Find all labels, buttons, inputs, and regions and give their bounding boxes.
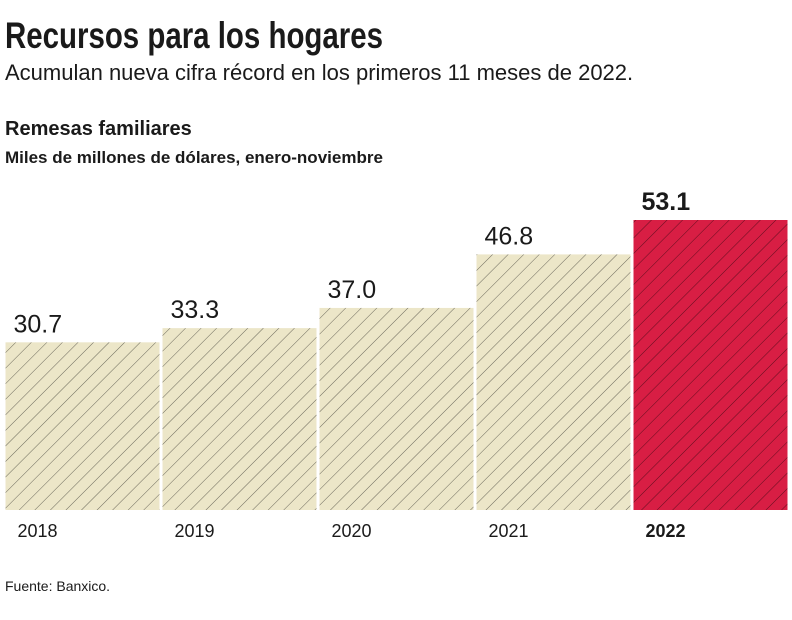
- subtitle: Acumulan nueva cifra récord en los prime…: [5, 60, 633, 85]
- bar: [476, 254, 631, 510]
- x-tick-label: 2020: [332, 521, 372, 541]
- x-tick-label: 2019: [175, 521, 215, 541]
- value-label: 46.8: [485, 222, 534, 250]
- x-tick-label: 2021: [489, 521, 529, 541]
- bar: [162, 328, 317, 510]
- source: Fuente: Banxico.: [5, 578, 110, 594]
- title: Recursos para los hogares: [5, 15, 383, 56]
- chart-title: Remesas familiares: [5, 118, 192, 140]
- bar: [633, 220, 788, 510]
- x-tick-label: 2022: [646, 521, 686, 541]
- value-label: 53.1: [642, 188, 691, 216]
- chart-subtitle: Miles de millones de dólares, enero-novi…: [5, 148, 383, 167]
- value-label: 37.0: [328, 276, 377, 304]
- bar: [5, 342, 160, 510]
- value-label: 33.3: [171, 296, 220, 324]
- value-label: 30.7: [14, 310, 63, 338]
- x-tick-label: 2018: [18, 521, 58, 541]
- bar: [319, 307, 474, 510]
